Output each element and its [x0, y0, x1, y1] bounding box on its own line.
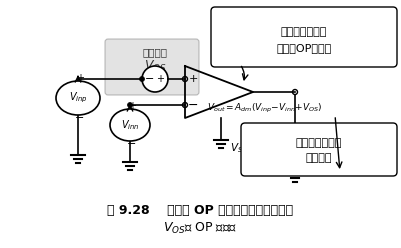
Ellipse shape	[110, 109, 150, 141]
Text: $V_{OS}$: $V_{OS}$	[144, 59, 166, 74]
FancyBboxPatch shape	[241, 123, 397, 176]
Text: 没有失调电压的: 没有失调电压的	[281, 27, 327, 37]
Circle shape	[140, 76, 144, 82]
Text: +: +	[76, 73, 84, 83]
FancyBboxPatch shape	[211, 7, 397, 67]
Text: +: +	[128, 101, 136, 111]
Text: −: −	[284, 148, 294, 158]
Text: $V_{SS}$: $V_{SS}$	[230, 141, 248, 155]
Text: +: +	[188, 74, 198, 84]
Circle shape	[128, 102, 132, 107]
Text: $V_{inp}$: $V_{inp}$	[69, 91, 87, 105]
Text: −: −	[127, 139, 137, 149]
Text: $V_{out}{=}A_{dm}(V_{inp}{-}V_{inn}{+}V_{OS})$: $V_{out}{=}A_{dm}(V_{inp}{-}V_{inn}{+}V_…	[207, 101, 322, 115]
Text: 图 9.28    理想的 OP 放大器与存在失调电压: 图 9.28 理想的 OP 放大器与存在失调电压	[107, 205, 293, 217]
Text: $V_{inn}$: $V_{inn}$	[121, 118, 140, 132]
Text: −: −	[145, 74, 155, 84]
Text: 失调电压: 失调电压	[142, 47, 168, 57]
Text: −: −	[75, 113, 85, 123]
Text: $V_{DD}$: $V_{DD}$	[230, 27, 250, 41]
FancyBboxPatch shape	[105, 39, 199, 95]
Circle shape	[142, 66, 168, 92]
Text: −: −	[188, 98, 198, 112]
Text: $V_{OS}$的 OP 放大器: $V_{OS}$的 OP 放大器	[163, 220, 237, 236]
Text: 理想的OP放大器: 理想的OP放大器	[276, 43, 332, 53]
Text: 可正可负: 可正可负	[306, 153, 332, 163]
Text: +: +	[156, 74, 164, 84]
Ellipse shape	[56, 81, 100, 115]
Text: 失调电压的极性: 失调电压的极性	[296, 138, 342, 148]
